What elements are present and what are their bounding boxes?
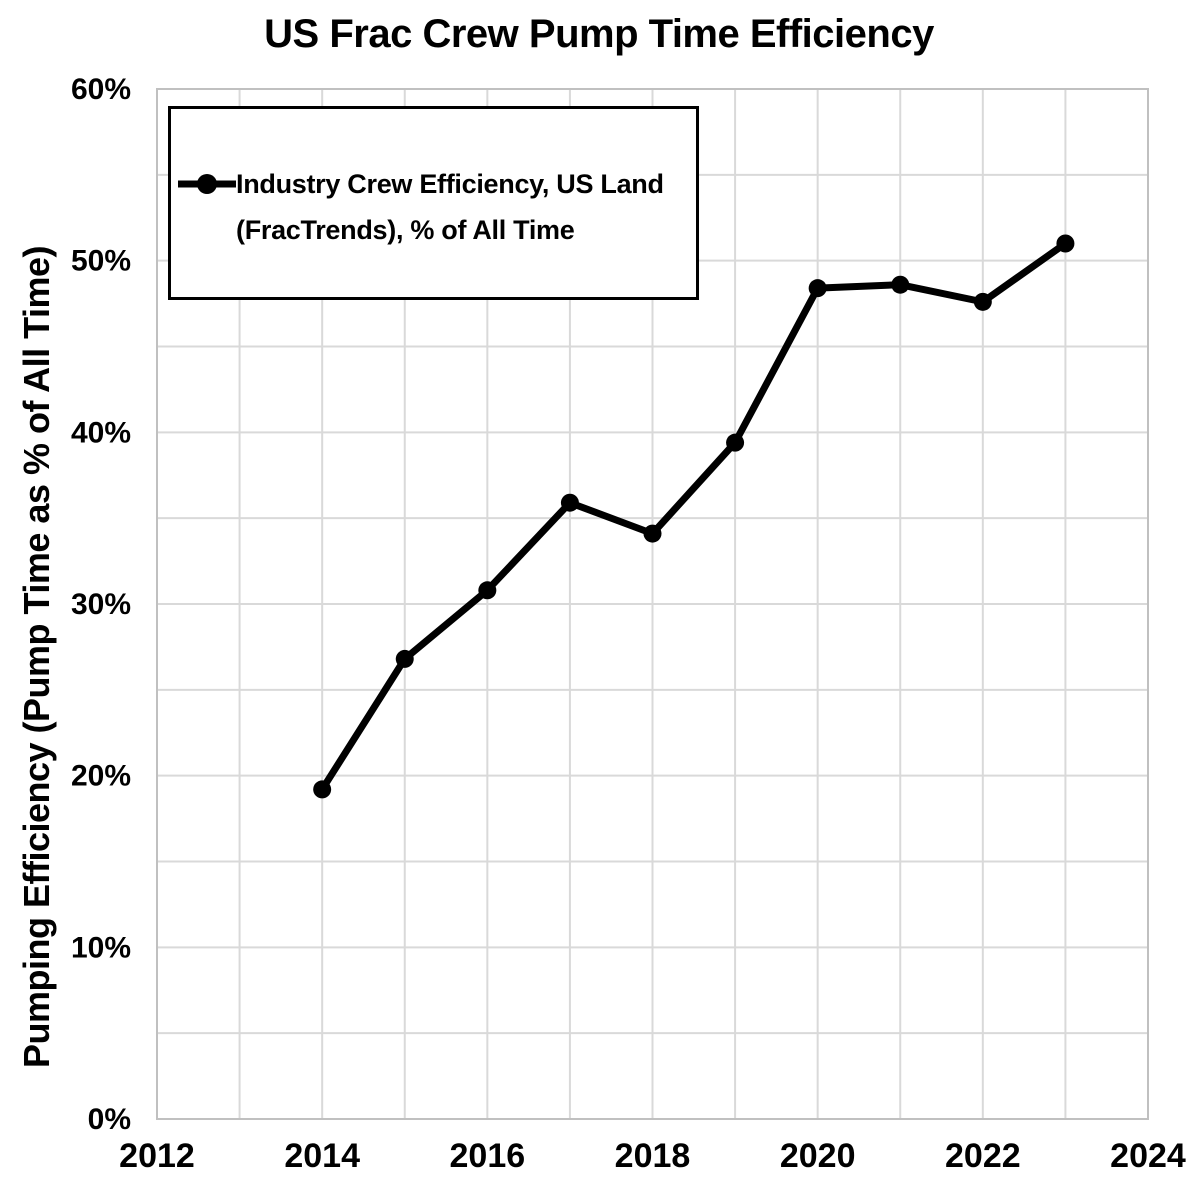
legend: Industry Crew Efficiency, US Land (FracT… [168, 106, 699, 300]
x-tick-label-2014: 2014 [284, 1137, 360, 1175]
data-point-2022 [973, 292, 992, 311]
data-point-2017 [560, 493, 579, 512]
x-tick-label-2018: 2018 [615, 1137, 691, 1175]
data-point-2015 [395, 649, 414, 668]
chart-title: US Frac Crew Pump Time Efficiency [264, 12, 934, 56]
x-tick-label-2024: 2024 [1110, 1137, 1186, 1175]
legend-line-marker-icon [178, 174, 236, 194]
y-tick-label-50: 50% [71, 245, 131, 278]
y-tick-label-10: 10% [71, 931, 131, 964]
data-point-2023 [1056, 234, 1075, 253]
data-point-2019 [726, 433, 745, 452]
x-tick-label-2012: 2012 [119, 1137, 195, 1175]
y-tick-label-40: 40% [71, 416, 131, 449]
plot-border [156, 88, 1149, 1120]
data-point-2016 [478, 581, 497, 600]
x-tick-label-2022: 2022 [945, 1137, 1021, 1175]
data-point-2020 [808, 279, 827, 298]
data-point-2014 [313, 780, 332, 799]
data-point-2021 [891, 275, 910, 294]
y-tick-label-60: 60% [71, 73, 131, 106]
y-tick-label-0: 0% [88, 1103, 131, 1136]
x-tick-label-2016: 2016 [450, 1137, 526, 1175]
y-tick-label-20: 20% [71, 760, 131, 793]
legend-label-line1: Industry Crew Efficiency, US Land [236, 169, 664, 199]
legend-label-line2: (FracTrends), % of All Time [236, 215, 575, 245]
data-point-2018 [643, 524, 662, 543]
x-tick-label-2020: 2020 [780, 1137, 856, 1175]
series-line [318, 240, 1069, 793]
legend-label: Industry Crew Efficiency, US Land (FracT… [236, 161, 664, 253]
y-tick-label-30: 30% [71, 588, 131, 621]
